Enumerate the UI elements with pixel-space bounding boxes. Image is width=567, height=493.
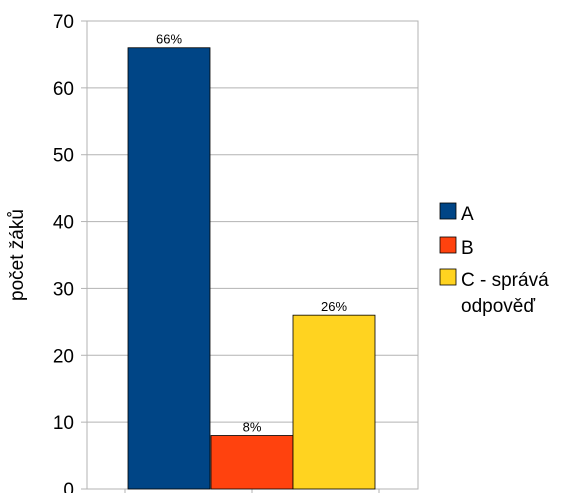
- bar: [292, 314, 376, 490]
- data-label: 26%: [321, 299, 347, 314]
- y-tick-label: 10: [53, 413, 74, 434]
- legend-label: A: [461, 204, 474, 225]
- y-tick-label: 30: [53, 279, 74, 300]
- y-tick-label: 50: [53, 146, 74, 167]
- legend-swatch: [439, 202, 457, 220]
- data-label: 8%: [243, 420, 262, 435]
- data-label: 66%: [156, 32, 182, 47]
- y-axis-title: počet žáků: [7, 209, 28, 301]
- bars: [127, 47, 376, 490]
- y-tick-label: 60: [53, 79, 74, 100]
- legend: AB C - správá odpověď: [439, 202, 549, 317]
- legend-swatch: [439, 236, 457, 254]
- legend-swatch: [439, 268, 457, 286]
- y-tick-label: 20: [53, 346, 74, 367]
- y-tick-label: 70: [53, 12, 74, 33]
- data-labels: 66% 8% 26%: [156, 32, 347, 435]
- y-tick-label: 40: [53, 213, 74, 234]
- y-tick-label: 0: [63, 480, 74, 493]
- bar: [210, 435, 294, 490]
- y-axis-ticks: 0 10 20 30 40 50 60 70: [53, 12, 380, 493]
- legend-label: odpověď: [461, 296, 535, 317]
- bar: [127, 47, 211, 490]
- legend-label: C - správá: [461, 270, 549, 291]
- legend-label: B: [461, 238, 474, 259]
